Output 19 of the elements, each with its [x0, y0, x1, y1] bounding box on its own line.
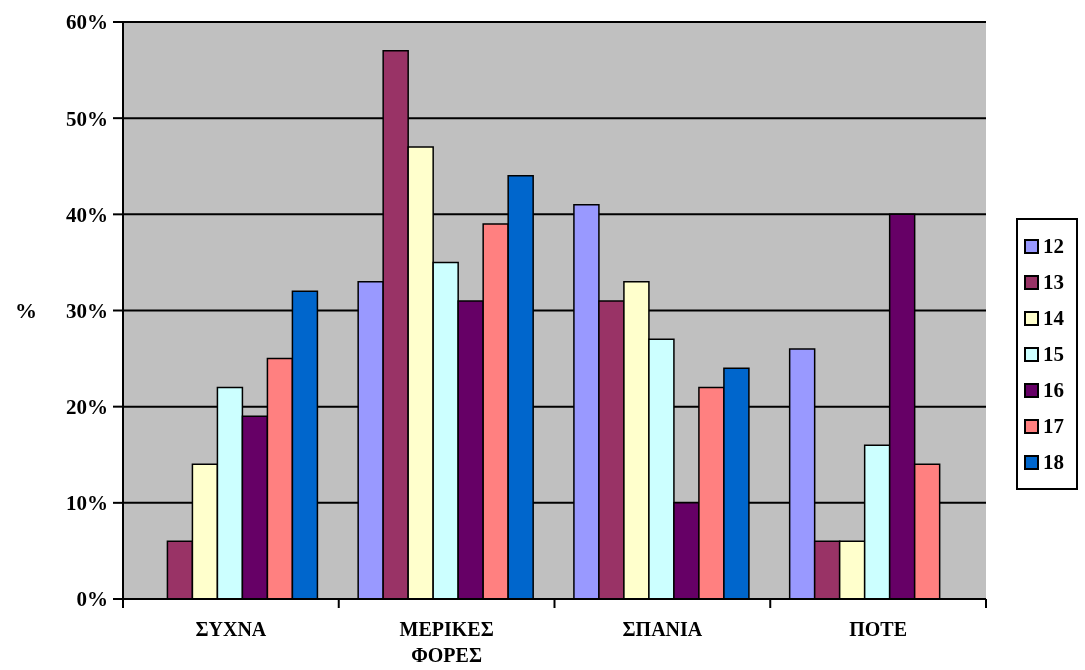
- legend-label: 16: [1043, 377, 1064, 402]
- y-tick-label: 60%: [66, 10, 108, 35]
- y-tick-label: 30%: [66, 298, 108, 323]
- y-tick-label: 40%: [66, 202, 108, 227]
- x-tick-label: ΣΠΑΝΙΑ: [622, 618, 703, 640]
- y-tick-label: 0%: [76, 587, 108, 612]
- legend-label: 14: [1043, 305, 1064, 330]
- legend-label: 15: [1043, 341, 1064, 366]
- x-tick-label: ΠΟΤΕ: [849, 618, 908, 640]
- x-tick-label: ΜΕΡΙΚΕΣ ΦΟΡΕΣ: [399, 618, 494, 666]
- legend-label: 17: [1043, 413, 1064, 438]
- y-tick-label: 10%: [66, 491, 108, 516]
- legend-label: 18: [1043, 449, 1064, 474]
- y-tick-label: 20%: [66, 395, 108, 420]
- y-tick-label: 50%: [66, 106, 108, 131]
- x-tick-label: ΣΥΧΝΑ: [195, 618, 267, 640]
- legend-label: 12: [1043, 233, 1064, 258]
- legend-label: 13: [1043, 269, 1064, 294]
- y-axis-title: %: [15, 298, 37, 323]
